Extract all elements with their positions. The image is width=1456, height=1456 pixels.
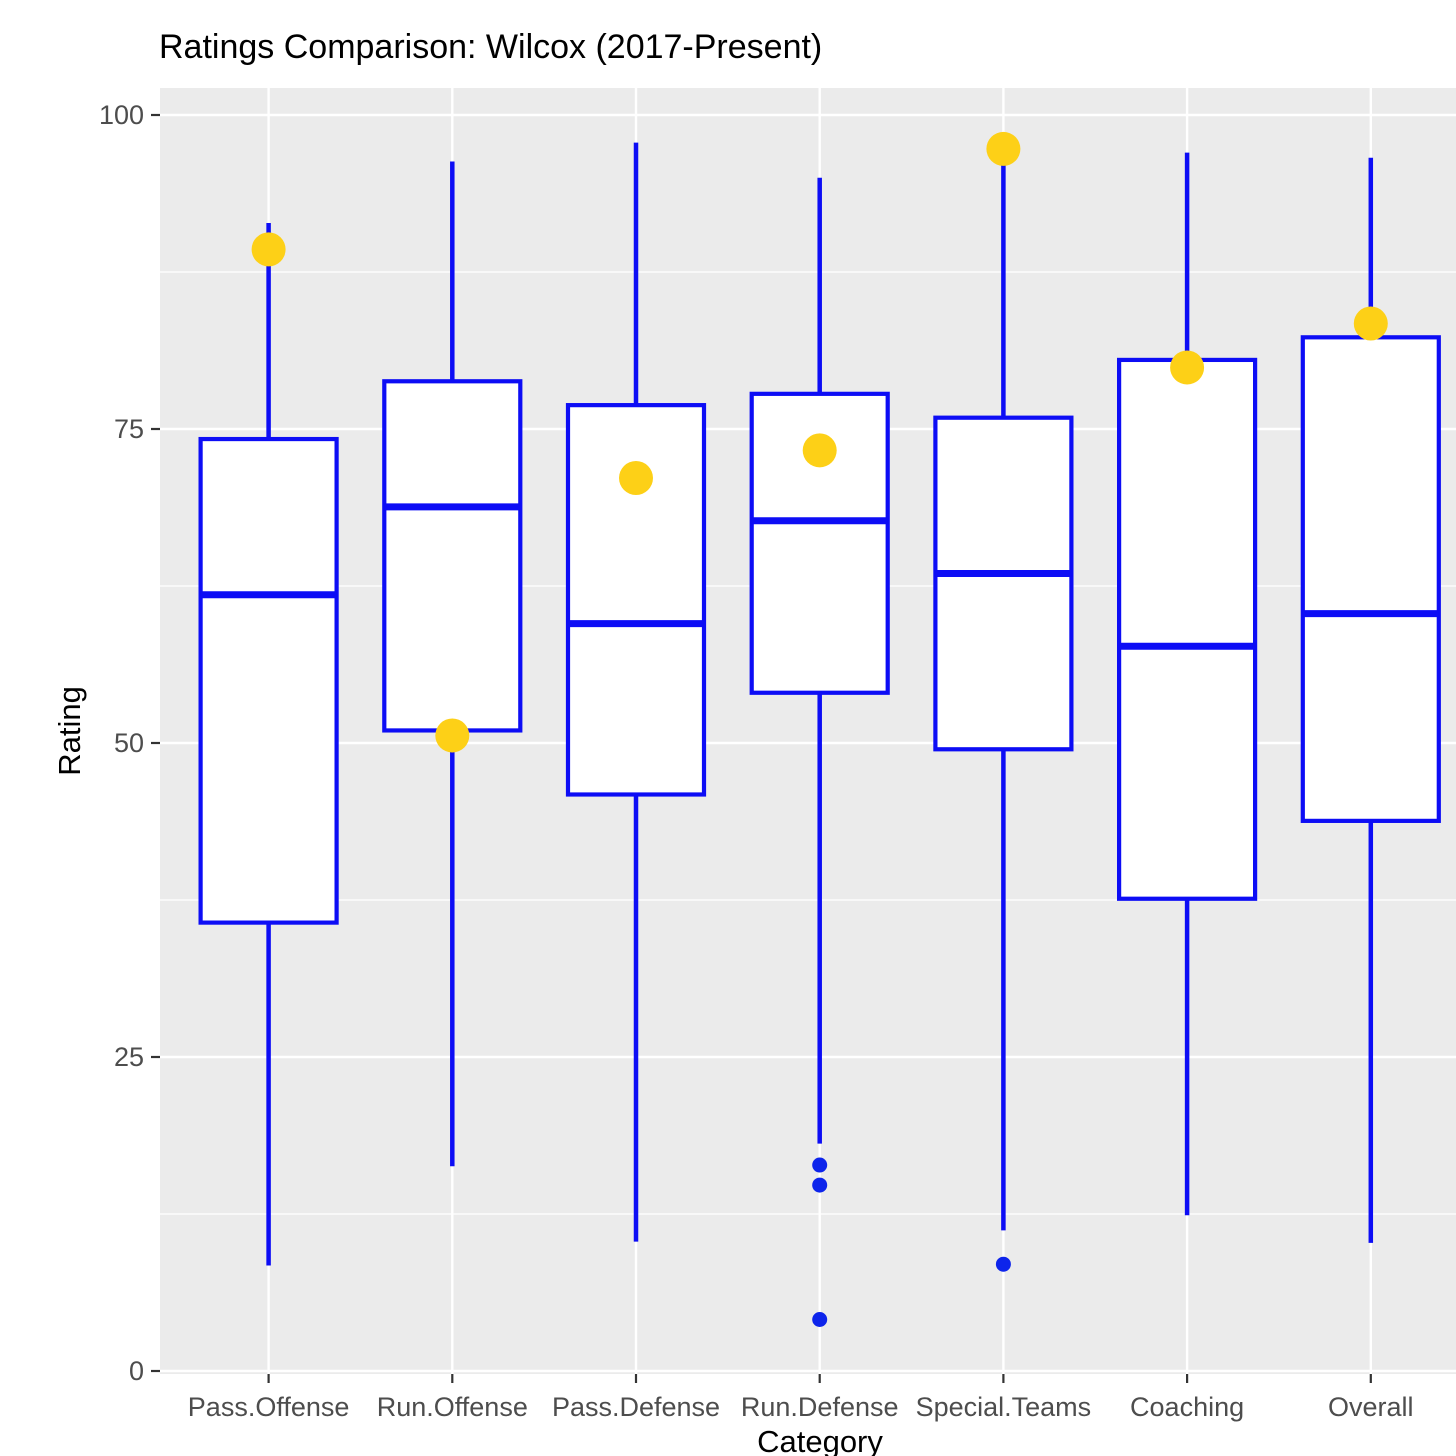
boxplot-special-teams: [933, 131, 1074, 1272]
boxplot-run-offense: [382, 161, 523, 1167]
highlight-point: [1170, 350, 1205, 385]
outlier-point: [812, 1157, 828, 1173]
x-tick-label: Pass.Defense: [552, 1392, 720, 1422]
y-tick-label: 25: [114, 1042, 144, 1072]
boxplot-pass-offense: [198, 223, 339, 1266]
highlight-point: [251, 232, 286, 267]
x-axis-title: Category: [757, 1424, 883, 1456]
x-tick-label: Run.Defense: [741, 1392, 899, 1422]
x-tick-label: Pass.Offense: [188, 1392, 350, 1422]
outlier-point: [812, 1177, 828, 1193]
highlight-point: [435, 718, 470, 753]
iqr-box: [933, 415, 1074, 752]
outlier-point: [812, 1312, 828, 1328]
highlight-point: [1353, 306, 1388, 341]
boxplot-run-defense: [749, 177, 890, 1328]
y-tick-label: 0: [129, 1356, 144, 1386]
y-tick-label: 75: [114, 414, 144, 444]
x-tick-label: Special.Teams: [916, 1392, 1092, 1422]
boxplot-chart: 0 25 50 75 100 Pass.Offense Run.Offense Pass.De…: [40, 16, 1456, 1456]
plot-panel: [160, 88, 1456, 1374]
outlier-point: [995, 1256, 1011, 1272]
chart-title: Ratings Comparison: Wilcox (2017-Present…: [159, 28, 822, 66]
iqr-box: [1300, 335, 1441, 823]
highlight-point: [619, 460, 653, 495]
boxplot-pass-defense: [565, 142, 707, 1242]
iqr-box: [382, 379, 523, 733]
y-tick-label: 50: [114, 728, 144, 758]
boxplot-coaching: [1116, 152, 1258, 1216]
y-tick-label: 100: [99, 100, 144, 130]
iqr-box: [198, 436, 339, 925]
x-tick-label: Run.Offense: [377, 1392, 528, 1422]
highlight-point: [986, 131, 1021, 166]
highlight-point: [802, 433, 837, 468]
y-axis-title: Rating: [52, 686, 87, 776]
boxplot-overall: [1300, 157, 1441, 1243]
iqr-box: [1116, 357, 1258, 901]
x-tick-label: Coaching: [1130, 1392, 1244, 1422]
plot-area: 0 25 50 75 100 Pass.Offense Run.Offense Pass.De…: [52, 28, 1456, 1456]
x-tick-label: Overall: [1328, 1392, 1414, 1422]
